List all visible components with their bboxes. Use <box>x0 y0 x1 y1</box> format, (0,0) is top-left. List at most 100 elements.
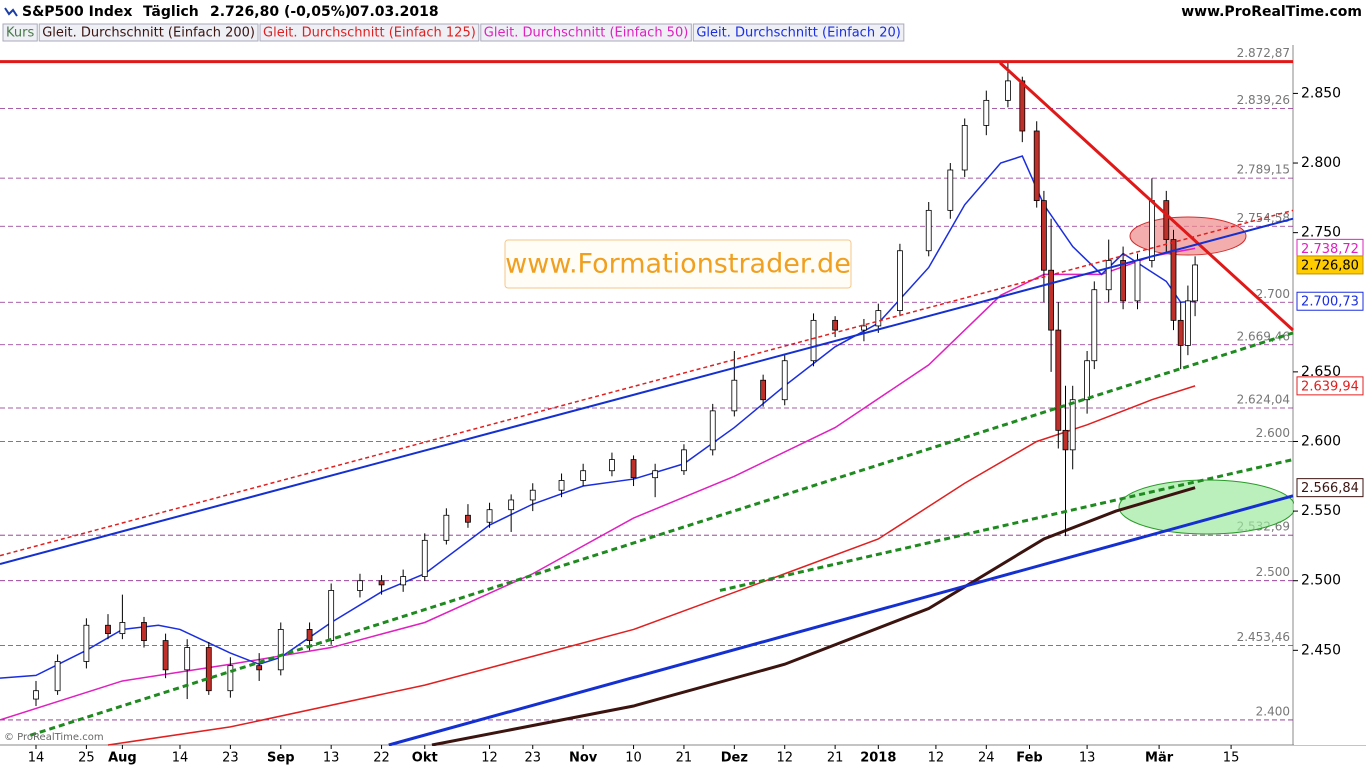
candle-body <box>508 499 515 511</box>
price-badge <box>1296 478 1364 498</box>
legend-label: Kurs <box>6 26 34 41</box>
period: Täglich <box>143 4 199 20</box>
candle-body <box>1120 260 1126 302</box>
candle-body <box>1170 239 1177 321</box>
price-badge-label: 2.726,80 <box>1301 258 1359 273</box>
last-price: 2.726,80 (-0,05%) <box>210 4 351 20</box>
candle-body <box>1048 269 1055 331</box>
candle-body <box>1033 130 1040 202</box>
x-tick-label: 12 <box>776 751 793 766</box>
y-tick-label: 2.800 <box>1301 155 1341 171</box>
level-label: 2.600 <box>1256 426 1290 440</box>
x-tick-label: 12 <box>481 751 498 766</box>
symbol: S&P500 Index <box>22 4 132 20</box>
candle-body <box>832 319 839 331</box>
trendline <box>719 458 1294 592</box>
highlight-ellipse <box>1118 479 1296 535</box>
y-tick-label: 2.600 <box>1301 433 1341 449</box>
x-tick-label: 2018 <box>860 751 896 766</box>
candle-body <box>875 310 882 327</box>
level-label: 2.700 <box>1256 287 1290 301</box>
candle-body <box>1163 200 1170 241</box>
level-label: 2.754,58 <box>1237 211 1290 225</box>
trendline <box>0 217 1294 565</box>
trendlines <box>0 60 1295 747</box>
y-tick-label: 2.550 <box>1301 503 1341 519</box>
watermark: www.Formationstrader.de <box>505 249 851 280</box>
x-tick-label: 22 <box>373 751 390 766</box>
logo-icon <box>4 7 18 17</box>
candle-body <box>681 449 687 472</box>
level-label: 2.453,46 <box>1237 630 1290 644</box>
candle-body <box>465 514 471 523</box>
legend-label: Gleit. Durchschnitt (Einfach 20) <box>696 26 901 41</box>
candle-body <box>227 665 234 692</box>
candle-body <box>925 209 932 252</box>
candle-body <box>1084 360 1090 401</box>
candle-body <box>1105 260 1112 291</box>
level-label: 2.400 <box>1256 704 1290 718</box>
candle-body <box>810 319 817 362</box>
candle-body <box>277 629 284 671</box>
x-tick-label: 15 <box>1223 751 1240 766</box>
time-axis-bg <box>0 746 1366 768</box>
moving-average-line <box>107 385 1196 746</box>
legend-item <box>2 23 38 42</box>
candle-body <box>1184 300 1191 346</box>
legend: Kurs Gleit. Durchschnitt (Einfach 200) Gle… <box>2 23 905 42</box>
source: www.ProRealTime.com <box>1181 4 1362 20</box>
trendline <box>0 209 1294 557</box>
candle-body <box>1055 329 1062 431</box>
trendline <box>29 331 1294 737</box>
x-tick-label: 23 <box>222 751 239 766</box>
x-tick-label: 14 <box>172 751 189 766</box>
x-tick-label: Dez <box>721 751 748 766</box>
levels: 2.872,87 2.839,26 2.789,15 2.754,58 2.700 2.6… <box>0 46 1293 721</box>
candle-body <box>33 690 39 700</box>
x-tick-label: 14 <box>28 751 45 766</box>
x-tick-label: 25 <box>78 751 95 766</box>
x-tick-label: 21 <box>827 751 844 766</box>
candle-body <box>1005 80 1011 101</box>
candle-body <box>1192 264 1198 302</box>
candle-body <box>630 459 637 479</box>
candle-body <box>1177 319 1184 346</box>
legend-label: Gleit. Durchschnitt (Einfach 50) <box>484 26 689 41</box>
trendline <box>998 61 1295 332</box>
candle-body <box>1069 399 1076 451</box>
candle-body <box>760 379 767 401</box>
candle-body <box>83 624 90 662</box>
candle-body <box>781 360 788 401</box>
axes: 2.850 2.800 2.750 2.650 2.600 2.550 2.500 2.450… <box>0 45 1366 768</box>
x-tick-label: 13 <box>1079 751 1096 766</box>
legend-item <box>692 23 905 42</box>
level-label: 2.839,26 <box>1237 93 1290 107</box>
price-badge <box>1296 255 1364 275</box>
candle-body <box>961 125 968 171</box>
candle-body <box>306 629 313 641</box>
x-tick-label: 21 <box>676 751 693 766</box>
legend-item <box>38 23 259 42</box>
watermark-box <box>504 239 852 289</box>
candle-body <box>897 250 903 312</box>
candle-body <box>1019 80 1026 132</box>
candle-body <box>529 489 536 501</box>
moving-average-line <box>431 486 1196 747</box>
candle-body <box>119 622 126 635</box>
candle-body <box>609 459 615 472</box>
candle-body <box>54 661 61 692</box>
x-tick-label: 24 <box>978 751 995 766</box>
candle-body <box>580 470 587 481</box>
candle-body <box>443 514 450 541</box>
candle-body <box>709 410 716 451</box>
candle-body <box>378 580 385 586</box>
legend-item <box>259 23 480 42</box>
candle-body <box>861 325 867 331</box>
candle-body <box>486 509 493 523</box>
candle-body <box>558 480 565 491</box>
y-tick-label: 2.450 <box>1301 642 1341 658</box>
copyright: © ProRealTime.com <box>4 732 104 743</box>
candle-body <box>947 169 954 211</box>
